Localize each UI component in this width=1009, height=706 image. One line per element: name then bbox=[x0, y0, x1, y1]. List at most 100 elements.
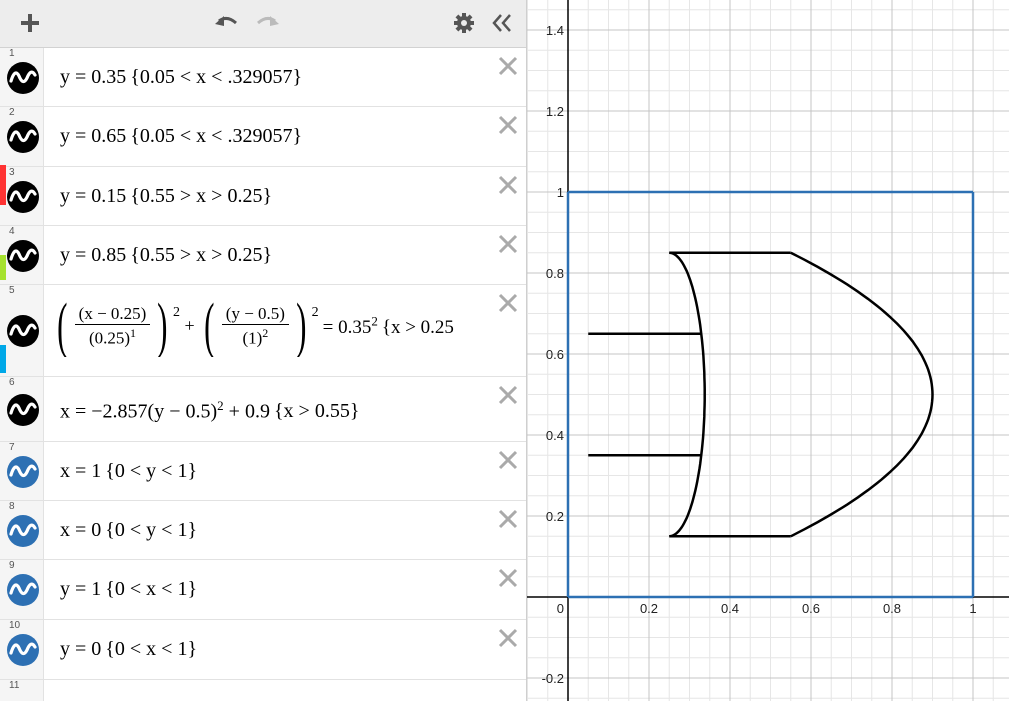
expression-row[interactable]: 2 y = 0.65 {0.05 < x < .329057} bbox=[0, 107, 526, 167]
y-tick-label: 1.2 bbox=[546, 104, 564, 119]
expression-gutter: 4 bbox=[0, 226, 44, 284]
close-icon bbox=[498, 450, 518, 470]
delete-expression-button[interactable] bbox=[496, 291, 520, 315]
restriction-condition: {x > 0.55} bbox=[273, 400, 360, 423]
expression-formula[interactable]: y = 0.85 {0.55 > x > 0.25} bbox=[60, 244, 272, 267]
toolbar bbox=[0, 0, 526, 48]
expression-row[interactable]: 11 bbox=[0, 680, 526, 701]
restriction-condition: {0 < y < 1} bbox=[105, 518, 198, 541]
fraction-numerator: (y − 0.5) bbox=[221, 304, 289, 325]
expression-number: 6 bbox=[9, 377, 15, 388]
wave-icon[interactable] bbox=[7, 634, 39, 666]
paren: ) bbox=[296, 295, 307, 357]
restriction-condition: {0.55 > x > 0.25} bbox=[130, 184, 273, 207]
wave-icon[interactable] bbox=[7, 180, 39, 213]
expression-row[interactable]: 5((x − 0.25) (0.25)1) 2 + ((y − 0.5) (1)2) 2… bbox=[0, 285, 526, 377]
curve-ellipse bbox=[669, 251, 706, 538]
delete-expression-button[interactable] bbox=[496, 383, 520, 407]
delete-expression-button[interactable] bbox=[496, 626, 520, 650]
delete-expression-button[interactable] bbox=[496, 507, 520, 531]
expression-formula[interactable]: x = 0 {0 < y < 1} bbox=[60, 519, 197, 542]
restriction-condition: {0.05 < x < .329057} bbox=[130, 65, 303, 88]
expression-main: y = 0.65 bbox=[60, 125, 127, 147]
wave-icon[interactable] bbox=[7, 315, 39, 347]
redo-icon bbox=[257, 16, 279, 26]
wave-icon[interactable] bbox=[7, 121, 39, 153]
fraction-denominator: (0.25) bbox=[88, 328, 131, 348]
gear-icon bbox=[454, 13, 474, 33]
close-icon bbox=[498, 175, 518, 195]
curve-parabola bbox=[790, 251, 934, 538]
expression-main: y = 0.85 bbox=[60, 243, 127, 266]
undo-icon bbox=[215, 16, 237, 26]
expression-row[interactable]: 8 x = 0 {0 < y < 1} bbox=[0, 501, 526, 560]
rhs-value: = 0.35 bbox=[322, 316, 372, 338]
expression-formula[interactable]: x = −2.857(y − 0.5)2 + 0.9 {x > 0.55} bbox=[60, 398, 359, 424]
expression-number: 11 bbox=[9, 680, 20, 691]
settings-button[interactable] bbox=[449, 8, 479, 38]
expression-row[interactable]: 3 y = 0.15 {0.55 > x > 0.25} bbox=[0, 167, 526, 226]
close-icon bbox=[498, 385, 518, 405]
wave-icon[interactable] bbox=[7, 574, 39, 606]
wave-icon[interactable] bbox=[7, 455, 39, 488]
denominator-exponent: 1 bbox=[130, 325, 137, 340]
delete-expression-button[interactable] bbox=[496, 173, 520, 197]
expression-formula[interactable]: y = 0 {0 < x < 1} bbox=[60, 638, 197, 661]
rhs-exponent: 2 bbox=[371, 313, 378, 329]
expression-number: 2 bbox=[9, 107, 15, 118]
wave-icon[interactable] bbox=[7, 61, 39, 94]
expression-row[interactable]: 10 y = 0 {0 < x < 1} bbox=[0, 620, 526, 680]
expression-number: 9 bbox=[9, 560, 15, 571]
restriction-condition: {x > 0.25 bbox=[381, 316, 454, 338]
expression-row[interactable]: 9 y = 1 {0 < x < 1} bbox=[0, 560, 526, 620]
expression-number: 10 bbox=[9, 620, 21, 631]
expression-gutter: 3 bbox=[0, 167, 44, 225]
expression-gutter: 10 bbox=[0, 620, 44, 679]
y-tick-label: 0.8 bbox=[546, 266, 564, 281]
paren: ( bbox=[57, 295, 68, 357]
expression-gutter: 2 bbox=[0, 107, 44, 166]
expression-gutter: 7 bbox=[0, 442, 44, 500]
expression-row[interactable]: 7 x = 1 {0 < y < 1} bbox=[0, 442, 526, 501]
y-tick-label: 1 bbox=[557, 185, 564, 200]
wave-icon[interactable] bbox=[7, 514, 39, 547]
expression-row[interactable]: 6 x = −2.857(y − 0.5)2 + 0.9 {x > 0.55} bbox=[0, 377, 526, 442]
x-tick-label: 0.6 bbox=[802, 601, 820, 616]
double-chevron-left-icon bbox=[492, 14, 511, 32]
expression-formula[interactable]: y = 1 {0 < x < 1} bbox=[60, 578, 197, 601]
expression-formula[interactable]: y = 0.65 {0.05 < x < .329057} bbox=[60, 125, 302, 148]
expression-number: 7 bbox=[9, 442, 15, 453]
color-strip bbox=[0, 165, 6, 205]
add-expression-button[interactable] bbox=[15, 8, 45, 38]
square-exponent: 2 bbox=[311, 305, 319, 320]
delete-expression-button[interactable] bbox=[496, 113, 520, 137]
exponent: 2 bbox=[217, 397, 224, 413]
wave-icon[interactable] bbox=[7, 393, 39, 426]
delete-expression-button[interactable] bbox=[496, 448, 520, 472]
redo-button[interactable] bbox=[252, 8, 282, 38]
expression-row[interactable]: 4 y = 0.85 {0.55 > x > 0.25} bbox=[0, 226, 526, 285]
expression-row[interactable]: 1 y = 0.35 {0.05 < x < .329057} bbox=[0, 48, 526, 107]
expression-formula[interactable]: y = 0.15 {0.55 > x > 0.25} bbox=[60, 185, 272, 208]
wave-icon[interactable] bbox=[7, 239, 39, 272]
color-strip bbox=[0, 255, 6, 280]
close-icon bbox=[498, 568, 518, 588]
delete-expression-button[interactable] bbox=[496, 232, 520, 256]
restriction-condition: {0 < x < 1} bbox=[105, 578, 198, 600]
graph-canvas[interactable]: 0 0.2 0.4 0.6 0.8 1 1.4 1.2 1 0.8 0.6 0.4 0.2 -0.2 bbox=[527, 0, 1009, 701]
delete-expression-button[interactable] bbox=[496, 566, 520, 590]
graph-paper[interactable]: 0 0.2 0.4 0.6 0.8 1 1.4 1.2 1 0.8 0.6 0.4 0.2 -0.2 bbox=[527, 0, 1009, 701]
expression-formula[interactable]: ((x − 0.25) (0.25)1) 2 + ((y − 0.5) (1)2) 2 =… bbox=[52, 295, 482, 357]
plus-icon bbox=[21, 14, 39, 32]
expression-main: y = 1 bbox=[60, 578, 102, 600]
undo-button[interactable] bbox=[212, 8, 242, 38]
expression-formula[interactable]: x = 1 {0 < y < 1} bbox=[60, 460, 197, 483]
y-tick-label: 0.6 bbox=[546, 347, 564, 362]
collapse-panel-button[interactable] bbox=[487, 8, 517, 38]
delete-expression-button[interactable] bbox=[496, 54, 520, 78]
expression-main: y = 0.15 bbox=[60, 184, 127, 207]
fraction-y: (y − 0.5) (1)2 bbox=[221, 304, 289, 349]
expression-gutter: 5 bbox=[0, 285, 44, 376]
expression-formula[interactable]: y = 0.35 {0.05 < x < .329057} bbox=[60, 66, 302, 89]
